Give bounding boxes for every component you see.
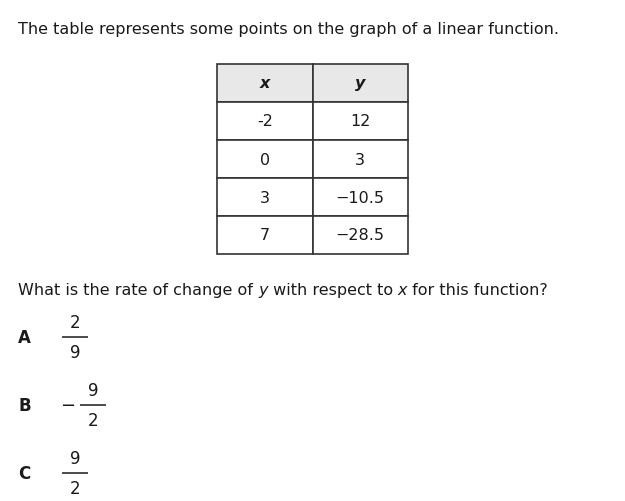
Bar [312, 103, 408, 141]
Text: −28.5: −28.5 [336, 228, 384, 243]
Text: 9: 9 [70, 448, 80, 466]
Text: 9: 9 [88, 381, 98, 399]
Text: −10.5: −10.5 [336, 190, 384, 205]
Text: 12: 12 [350, 114, 370, 129]
Text: with respect to: with respect to [268, 283, 398, 298]
Bar [312, 65, 408, 103]
Text: 2: 2 [70, 313, 80, 331]
Text: 3: 3 [260, 190, 270, 205]
Text: 7: 7 [260, 228, 270, 243]
Bar [217, 103, 312, 141]
Text: −: − [60, 396, 75, 414]
Bar [217, 179, 312, 216]
Text: y: y [258, 283, 268, 298]
Text: 9: 9 [70, 344, 80, 362]
Text: 2: 2 [88, 412, 98, 430]
Text: 2: 2 [70, 479, 80, 497]
Text: 3: 3 [355, 152, 365, 167]
Bar [312, 179, 408, 216]
Text: for this function?: for this function? [408, 283, 548, 298]
Bar [312, 216, 408, 255]
Text: 0: 0 [260, 152, 270, 167]
Bar [312, 141, 408, 179]
Text: B: B [18, 396, 31, 414]
Text: A: A [18, 328, 31, 346]
Text: C: C [18, 464, 30, 482]
Text: What is the rate of change of: What is the rate of change of [18, 283, 258, 298]
Text: y: y [355, 76, 365, 91]
Text: x: x [398, 283, 408, 298]
Text: -2: -2 [257, 114, 273, 129]
Bar [217, 216, 312, 255]
Text: The table represents some points on the graph of a linear function.: The table represents some points on the … [18, 22, 559, 37]
Text: x: x [260, 76, 270, 91]
Bar [217, 141, 312, 179]
Bar [217, 65, 312, 103]
